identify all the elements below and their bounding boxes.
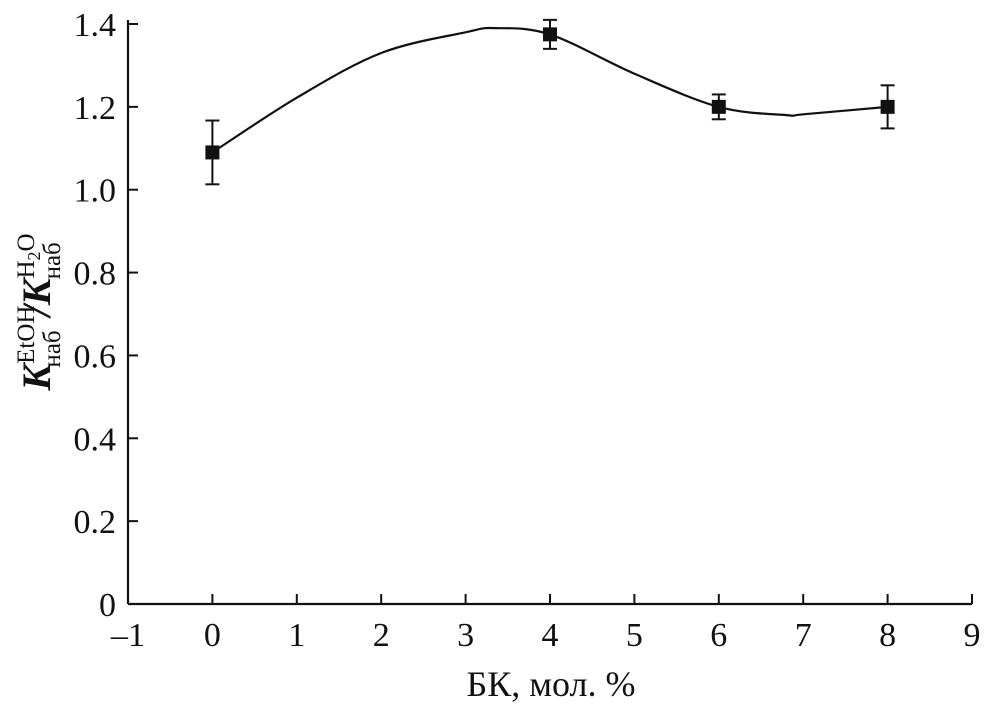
y-tick-label: 0.8 bbox=[74, 256, 117, 293]
y-tick-label: 0.4 bbox=[74, 421, 117, 458]
y-axis-title: KEtOHнаб/KH2Oнаб bbox=[13, 233, 66, 391]
x-tick-label: 3 bbox=[457, 617, 474, 654]
x-axis-title: БК, мол. % bbox=[467, 664, 636, 704]
y-axis-title-denominator-sup-o: O bbox=[13, 233, 40, 251]
x-tick-label: 5 bbox=[626, 617, 643, 654]
y-axis-title-numerator-sup: EtOH bbox=[13, 306, 40, 364]
square-marker bbox=[205, 145, 220, 160]
square-marker bbox=[880, 99, 895, 114]
x-tick-label: –1 bbox=[110, 617, 145, 654]
y-axis-title-symbol-2: K bbox=[14, 276, 59, 306]
axes bbox=[126, 20, 972, 606]
data-point bbox=[543, 18, 557, 50]
x-tick-label: 0 bbox=[204, 617, 221, 654]
x-tick-label: 1 bbox=[288, 617, 305, 654]
y-tick-label: 0.6 bbox=[74, 338, 117, 375]
y-axis-ticks: 0 0.2 0.4 0.6 0.8 1.0 1.2 1.4 bbox=[74, 7, 138, 624]
y-axis-title-numerator-sub: наб bbox=[39, 330, 66, 367]
data-point bbox=[880, 84, 895, 130]
y-tick-label: 1.2 bbox=[74, 90, 117, 127]
data-point bbox=[711, 93, 726, 121]
x-axis-ticks: –1 0 1 2 3 4 5 6 7 8 9 bbox=[110, 594, 981, 654]
square-marker bbox=[543, 27, 557, 42]
square-marker bbox=[711, 99, 726, 114]
y-tick-label: 1.0 bbox=[74, 173, 117, 210]
y-axis-title-denominator-sub: наб bbox=[39, 242, 66, 279]
y-axis-title-denominator-sup-h: H bbox=[13, 260, 40, 278]
y-tick-label: 0.2 bbox=[74, 504, 117, 541]
x-tick-label: 9 bbox=[964, 617, 981, 654]
y-axis-title-slash: / bbox=[14, 301, 59, 319]
y-tick-label: 0 bbox=[99, 587, 116, 624]
data-point bbox=[205, 119, 220, 186]
x-tick-label: 2 bbox=[373, 617, 390, 654]
svg-text:KEtOHнаб/KH2Oнаб: KEtOHнаб/KH2Oнаб bbox=[13, 233, 66, 391]
y-tick-label: 1.4 bbox=[74, 7, 117, 44]
x-tick-label: 7 bbox=[795, 617, 812, 654]
y-axis-title-symbol: K bbox=[14, 362, 59, 392]
x-tick-label: 6 bbox=[710, 617, 727, 654]
x-tick-label: 4 bbox=[542, 617, 559, 654]
y-axis-title-denominator-sup-index: 2 bbox=[24, 251, 44, 260]
x-tick-label: 8 bbox=[879, 617, 896, 654]
data-points bbox=[205, 18, 895, 186]
